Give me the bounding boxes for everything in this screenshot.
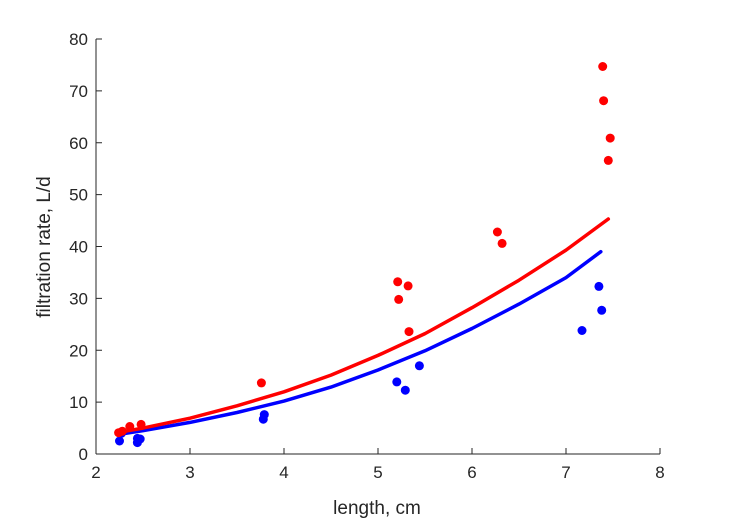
data-point-series-1 <box>393 277 403 287</box>
x-tick-label: 6 <box>467 463 476 482</box>
data-point-series-0 <box>135 434 145 444</box>
data-point-series-1 <box>404 327 414 337</box>
fit-curve-series-0 <box>117 249 603 437</box>
y-tick-label: 30 <box>69 289 88 308</box>
x-tick-label: 3 <box>185 463 194 482</box>
data-point-series-1 <box>256 378 266 388</box>
data-point-series-0 <box>400 385 410 395</box>
y-tick-label: 10 <box>69 393 88 412</box>
y-tick-label: 40 <box>69 238 88 257</box>
data-point-series-0 <box>597 305 607 315</box>
x-tick-label: 2 <box>91 463 100 482</box>
x-tick-label: 7 <box>561 463 570 482</box>
data-point-series-0 <box>115 436 124 446</box>
y-tick-label: 50 <box>69 186 88 205</box>
plot-area <box>114 62 615 448</box>
data-point-series-1 <box>136 419 146 429</box>
data-point-series-1 <box>394 294 404 304</box>
y-tick-label: 20 <box>69 341 88 360</box>
fit-curve-series-1 <box>117 217 611 434</box>
data-point-series-0 <box>259 410 269 420</box>
data-point-series-1 <box>603 155 613 165</box>
x-tick-label: 8 <box>655 463 664 482</box>
y-tick-label: 80 <box>69 30 88 49</box>
data-point-series-1 <box>599 96 609 106</box>
y-tick-label: 60 <box>69 134 88 153</box>
data-point-series-0 <box>414 361 424 371</box>
x-axis-label: length, cm <box>333 498 421 519</box>
data-point-series-1 <box>598 62 608 71</box>
data-point-series-1 <box>497 238 507 248</box>
data-point-series-0 <box>392 377 402 387</box>
data-point-series-1 <box>492 227 502 237</box>
data-point-series-1 <box>117 426 127 436</box>
data-point-series-1 <box>403 281 413 291</box>
data-point-series-1 <box>605 133 615 143</box>
y-axis-label: filtration rate, L/d <box>34 176 55 318</box>
y-tick-label: 70 <box>69 82 88 101</box>
x-tick-label: 5 <box>373 463 382 482</box>
x-tick-label: 4 <box>279 463 288 482</box>
data-point-series-0 <box>594 281 604 291</box>
y-tick-label: 0 <box>79 445 88 464</box>
data-point-series-1 <box>125 422 135 431</box>
data-point-series-0 <box>577 326 587 335</box>
